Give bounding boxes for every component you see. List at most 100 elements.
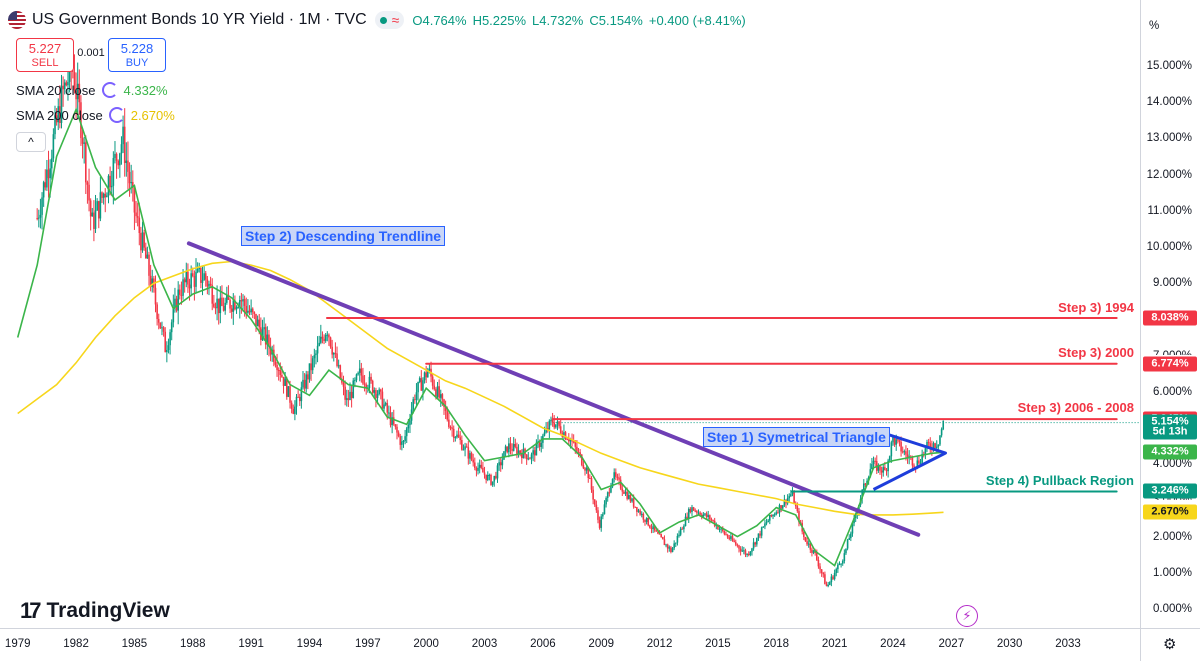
candle-body <box>469 453 471 459</box>
candle-body <box>658 533 661 535</box>
candle-body <box>344 386 346 400</box>
candle-body <box>81 138 84 144</box>
candle-body <box>204 273 207 280</box>
candle-body <box>660 534 662 538</box>
candle-body <box>634 506 637 508</box>
price-axis[interactable]: % 15.000% 14.000% 13.000% 12.000% 11.000% 10.… <box>1140 0 1200 628</box>
sma20-line <box>16 107 944 567</box>
candle-body <box>869 469 872 478</box>
candle-body <box>709 515 711 520</box>
candle-body <box>320 336 322 343</box>
sell-button[interactable]: 5.227 SELL <box>16 38 74 72</box>
candle-body <box>391 417 393 426</box>
symbol-title[interactable]: US Government Bonds 10 YR Yield · 1M · T… <box>32 11 367 28</box>
candle-body <box>431 376 434 386</box>
candle-body <box>794 503 797 507</box>
chart-settings[interactable]: ⚙ <box>1140 628 1200 661</box>
candle-body <box>579 452 581 455</box>
candle-body <box>809 543 812 550</box>
candle-body <box>321 336 324 339</box>
resistance-1994-label[interactable]: Step 3) 1994 <box>1058 300 1134 315</box>
candle-body <box>182 279 184 296</box>
candle-body <box>256 319 259 327</box>
price-tick-label: 6.000% <box>1152 385 1192 398</box>
candle-body <box>60 85 63 123</box>
candle-body <box>315 353 317 356</box>
candle-body <box>897 439 899 441</box>
candle-body <box>807 543 810 545</box>
candle-body <box>574 441 577 447</box>
candle-body <box>188 284 191 289</box>
candle-body <box>699 512 701 515</box>
indicator-sma20[interactable]: SMA 20 close 4.332% <box>16 82 168 98</box>
candle-body <box>402 441 405 443</box>
buy-button[interactable]: 5.228 BUY <box>108 38 166 72</box>
candle-body <box>289 386 291 403</box>
flash-icon[interactable]: ⚡ <box>956 605 978 627</box>
candle-body <box>362 375 364 384</box>
chart-pane[interactable]: US Government Bonds 10 YR Yield · 1M · T… <box>0 0 1140 628</box>
candle-body <box>46 169 48 188</box>
candle-body <box>146 254 149 259</box>
candle-body <box>824 574 826 585</box>
candle-body <box>50 158 53 169</box>
candle-body <box>488 474 491 476</box>
candle-body <box>323 338 325 341</box>
candle-body <box>401 441 403 445</box>
candle-body <box>932 443 935 450</box>
candle-body <box>39 214 42 218</box>
settings-gear-icon[interactable]: ⚙ <box>1163 636 1177 653</box>
candle-body <box>491 481 494 485</box>
candle-body <box>47 169 50 179</box>
candle-body <box>349 391 351 401</box>
candle-body <box>128 171 131 184</box>
candle-body <box>162 327 165 332</box>
indicator-sma200[interactable]: SMA 200 close 2.670% <box>16 107 175 123</box>
candle-body <box>752 542 755 549</box>
candle-body <box>355 374 358 381</box>
indicator-settings-icon[interactable] <box>108 107 125 123</box>
candle-body <box>725 534 727 536</box>
candle-body <box>723 530 726 535</box>
indicator-settings-icon[interactable] <box>101 82 118 98</box>
candle-body <box>300 387 303 402</box>
candle-body <box>125 160 128 164</box>
candle-body <box>337 365 340 367</box>
candle-body <box>200 267 202 283</box>
candle-body <box>365 384 368 389</box>
market-status[interactable]: ≈ <box>374 11 405 29</box>
candle-body <box>436 386 439 397</box>
candle-body <box>443 399 445 407</box>
resistance-2006-label[interactable]: Step 3) 2006 - 2008 <box>1017 400 1134 415</box>
candle-body <box>756 537 758 545</box>
candle-body <box>798 511 800 523</box>
candle-body <box>642 513 645 520</box>
candle-body <box>266 334 269 345</box>
candle-body <box>692 507 695 511</box>
support-label[interactable]: Step 4) Pullback Region <box>985 473 1134 488</box>
triangle-label[interactable]: Step 1) Symetrical Triangle <box>703 427 890 447</box>
time-axis[interactable]: 1979 1982 1985 1988 1991 1994 1997 2000 2003 2006… <box>0 628 1140 661</box>
candle-body <box>903 451 906 453</box>
candle-body <box>728 537 731 539</box>
candle-body <box>151 278 154 287</box>
candle-body <box>89 200 92 217</box>
candle-body <box>874 460 876 462</box>
candle-body <box>175 298 178 311</box>
candle-body <box>148 254 150 276</box>
candle-body <box>426 370 429 378</box>
candle-body <box>474 462 476 468</box>
time-tick-label: 1997 <box>355 638 381 650</box>
candle-body <box>603 504 606 515</box>
price-chart[interactable] <box>0 0 1140 628</box>
candle-body <box>738 545 740 549</box>
candle-body <box>157 318 160 323</box>
trendline-label[interactable]: Step 2) Descending Trendline <box>241 226 446 246</box>
candle-body <box>828 582 831 585</box>
collapse-indicators-button[interactable]: ^ <box>16 132 46 152</box>
candle-body <box>75 90 77 100</box>
ohlc-open: O4.764% <box>412 12 467 28</box>
candle-body <box>781 505 784 509</box>
sell-label: SELL <box>31 57 59 69</box>
resistance-2000-label[interactable]: Step 3) 2000 <box>1058 345 1134 360</box>
